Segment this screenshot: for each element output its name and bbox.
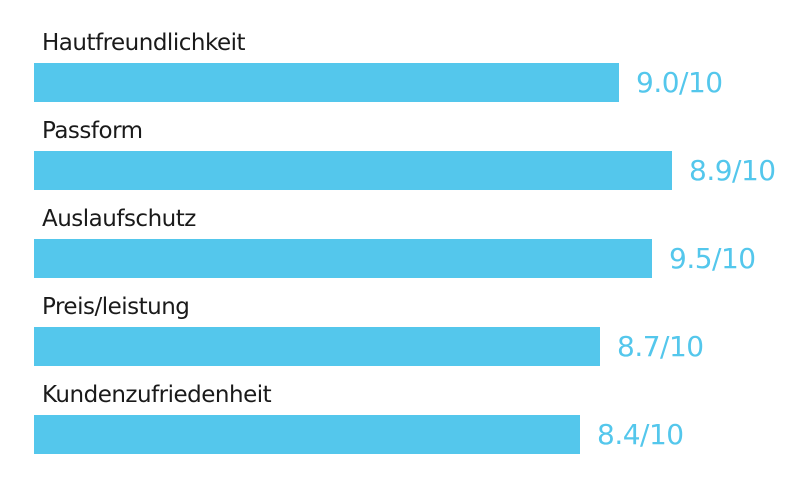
bar-line: 8.7/10	[34, 327, 800, 366]
rating-bar	[34, 63, 619, 102]
rating-value: 8.4/10	[597, 418, 684, 451]
category-label: Hautfreundlichkeit	[42, 30, 246, 56]
bar-line: 8.9/10	[34, 151, 800, 190]
bar-row: Passform 8.9/10	[34, 118, 800, 190]
bar-line: 8.4/10	[34, 415, 800, 454]
bar-row: Preis/leistung 8.7/10	[34, 294, 800, 366]
category-label: Kundenzufriedenheit	[42, 382, 272, 408]
bar-row: Auslaufschutz 9.5/10	[34, 206, 800, 278]
category-label: Preis/leistung	[42, 294, 190, 320]
rating-bar	[34, 239, 652, 278]
rating-value: 8.7/10	[617, 330, 704, 363]
category-label: Auslaufschutz	[42, 206, 196, 232]
rating-bar	[34, 327, 600, 366]
rating-bar	[34, 415, 580, 454]
rating-value: 8.9/10	[689, 154, 776, 187]
rating-bar	[34, 151, 672, 190]
bar-row: Kundenzufriedenheit 8.4/10	[34, 382, 800, 454]
bar-row: Hautfreundlichkeit 9.0/10	[34, 30, 800, 102]
rating-value: 9.0/10	[636, 66, 723, 99]
category-label: Passform	[42, 118, 143, 144]
bar-line: 9.0/10	[34, 63, 800, 102]
bar-line: 9.5/10	[34, 239, 800, 278]
rating-value: 9.5/10	[669, 242, 756, 275]
